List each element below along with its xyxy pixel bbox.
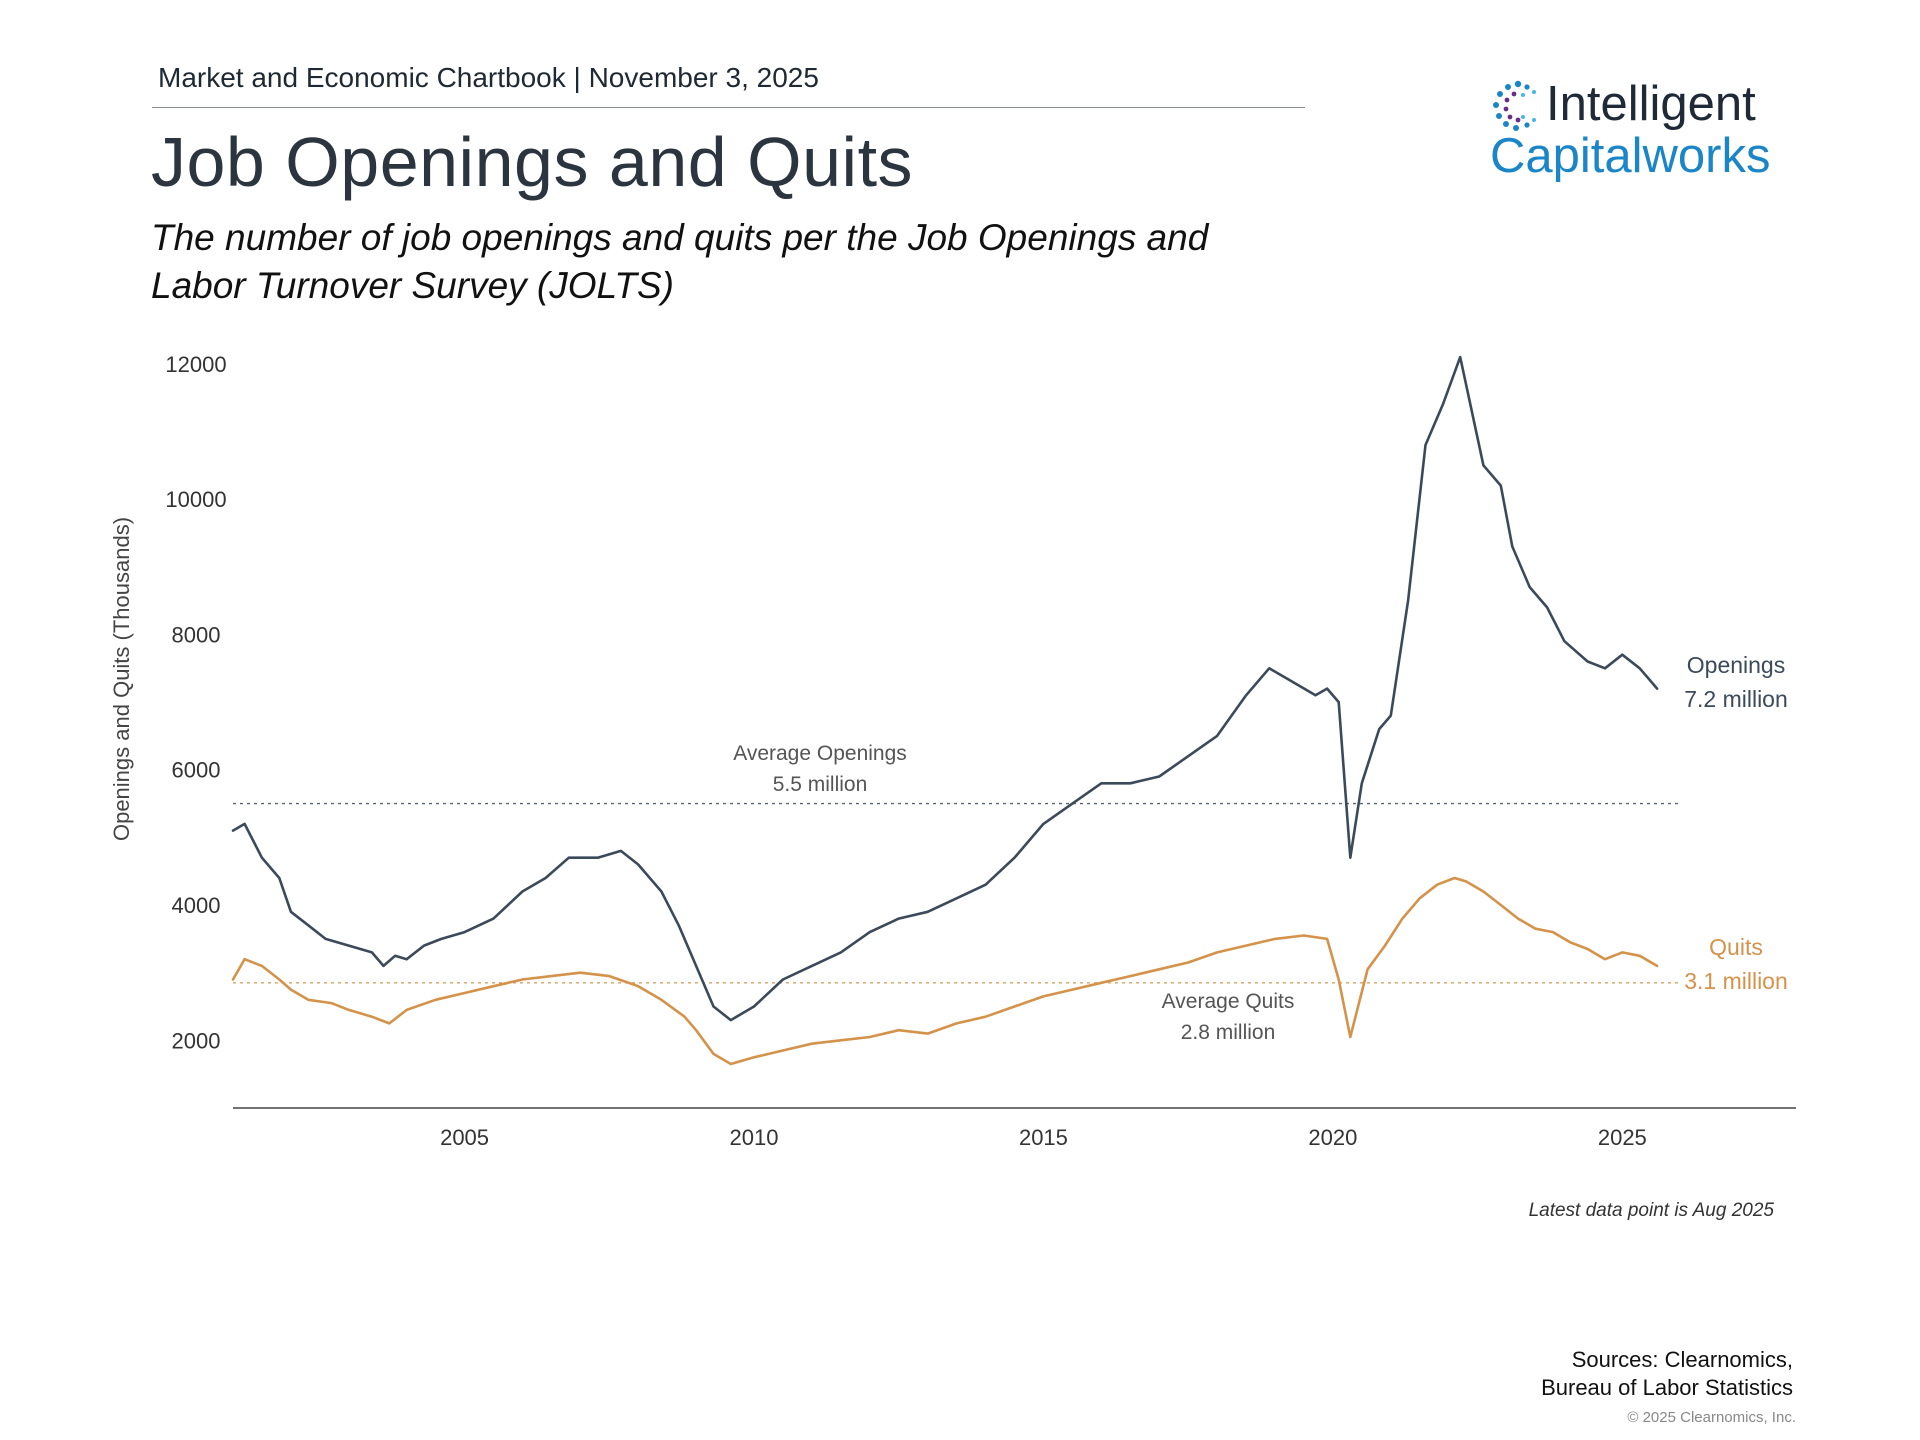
logo-word-intelligent: Intelligent [1546, 77, 1756, 131]
x-tick-label-2015: 2015 [1019, 1125, 1068, 1150]
copyright: © 2025 Clearnomics, Inc. [1627, 1409, 1796, 1426]
series-line-quits [231, 876, 1659, 1066]
x-tick-label-2020: 2020 [1308, 1125, 1357, 1150]
page-title: Job Openings and Quits [151, 123, 914, 201]
y-tick-label-6000: 6000 [172, 758, 221, 783]
header-divider [152, 107, 1305, 108]
series-name-label-1: Quits [1709, 934, 1763, 960]
sources-line-1: Sources: Clearnomics, [1571, 1347, 1793, 1372]
x-tick-label-2005: 2005 [440, 1125, 489, 1150]
series-name-label-0: Openings [1687, 652, 1785, 678]
y-tick-label-4000: 4000 [172, 893, 221, 918]
sources-line-2: Bureau of Labor Statistics [1541, 1375, 1793, 1400]
starburst-logo-icon [1493, 80, 1536, 131]
series-end-value-label-1: 3.1 million [1684, 968, 1788, 994]
logo-word-capitalworks: Capitalworks [1490, 129, 1771, 183]
sources: Sources: Clearnomics, Bureau of Labor St… [1541, 1346, 1793, 1402]
y-tick-label-2000: 2000 [172, 1028, 221, 1053]
y-tick-label-12000: 12000 [165, 352, 226, 377]
series-end-value-label-0: 7.2 million [1684, 686, 1788, 712]
average-label-1: Average Quits [1162, 990, 1295, 1013]
intelligent-capitalworks-logo: Intelligent Capitalworks [1490, 72, 1780, 183]
latest-data-note: Latest data point is Aug 2025 [1528, 1200, 1774, 1221]
x-tick-label-2025: 2025 [1598, 1125, 1647, 1150]
series-line-openings [231, 355, 1659, 1022]
page-subtitle: The number of job openings and quits per… [151, 217, 1209, 306]
average-value-1: 2.8 million [1181, 1021, 1276, 1044]
average-value-0: 5.5 million [773, 773, 868, 796]
x-tick-label-2010: 2010 [730, 1125, 779, 1150]
y-tick-label-8000: 8000 [172, 622, 221, 647]
y-axis-label: Openings and Quits (Thousands) [109, 517, 134, 841]
average-label-0: Average Openings [733, 742, 907, 765]
chartbook-header: Market and Economic Chartbook | November… [158, 62, 819, 93]
y-tick-label-10000: 10000 [165, 487, 226, 512]
